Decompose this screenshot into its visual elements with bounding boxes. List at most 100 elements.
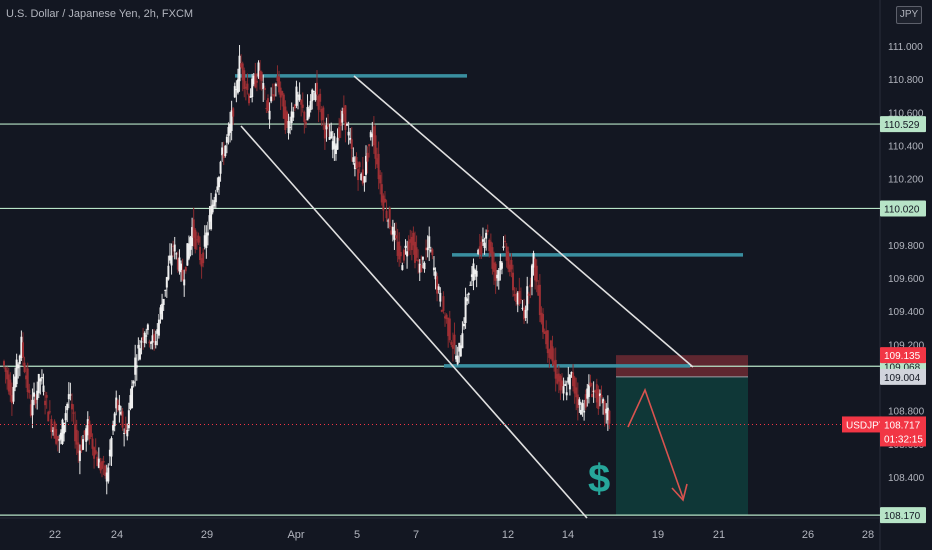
candle-body <box>45 395 48 398</box>
candle-body <box>404 245 407 248</box>
candle-body <box>274 83 277 87</box>
candle-body <box>56 435 59 442</box>
candle-body <box>455 355 458 360</box>
candle-body <box>246 83 249 90</box>
candle-body <box>59 432 62 440</box>
level-price-tag: 109.068 <box>884 362 921 373</box>
candle-body <box>466 298 469 302</box>
candle-body <box>186 243 189 266</box>
x-tick-label: 22 <box>49 529 61 541</box>
candle-body <box>425 247 428 251</box>
candle-body <box>573 377 576 394</box>
candle-body <box>587 384 590 397</box>
level-price-tag-box <box>880 116 926 133</box>
candle-body <box>170 255 173 266</box>
candle-body <box>173 244 176 252</box>
y-tick-label: 109.200 <box>888 340 925 351</box>
candle-body <box>140 341 143 343</box>
candle-body <box>339 119 342 127</box>
candle-body <box>44 400 47 406</box>
candle-body <box>581 403 584 411</box>
candle-body <box>135 365 138 368</box>
candle-body <box>67 394 70 400</box>
current-price-tag-box <box>880 416 926 447</box>
candle-body <box>486 230 489 233</box>
candle-body <box>18 355 21 364</box>
candle-body <box>383 198 386 203</box>
candle-body <box>172 245 175 247</box>
currency-badge[interactable]: JPY <box>896 6 922 24</box>
candle-body <box>355 157 358 169</box>
candle-body <box>164 289 167 291</box>
candle-body <box>55 428 58 444</box>
x-tick-label: 26 <box>802 529 814 541</box>
candle-body <box>194 229 197 250</box>
candle-body <box>432 267 435 271</box>
candle-body <box>290 111 293 123</box>
candle-body <box>244 86 247 89</box>
candle-body <box>249 96 252 98</box>
y-tick-label: 109.400 <box>888 307 925 318</box>
candle-body <box>320 108 323 121</box>
candle-body <box>191 227 194 246</box>
entry-price-tag: 109.004 <box>884 373 921 384</box>
candle-body <box>567 377 570 383</box>
candle-body <box>131 386 134 409</box>
candle-body <box>85 428 88 442</box>
candle-body <box>360 173 363 180</box>
candle-body <box>113 413 116 427</box>
candle-body <box>342 108 345 114</box>
candle-body <box>260 71 263 81</box>
x-tick-label: 14 <box>562 529 574 541</box>
candle-body <box>208 215 211 222</box>
candle-body <box>102 461 105 463</box>
candle-body <box>338 126 341 138</box>
candle-body <box>229 123 232 133</box>
candle-body <box>176 258 179 270</box>
candle-body <box>350 139 353 149</box>
candle-body <box>255 80 258 83</box>
candle-body <box>287 120 290 134</box>
candle-body <box>538 284 541 316</box>
candle-body <box>395 235 398 239</box>
candle-body <box>461 333 464 349</box>
candle-body <box>586 388 589 399</box>
stop-price-tag: 109.135 <box>884 351 921 362</box>
candle-body <box>358 162 361 168</box>
candle-body <box>388 207 391 228</box>
candle-body <box>105 472 108 482</box>
candle-body <box>187 243 190 259</box>
candle-body <box>52 430 55 432</box>
candle-body <box>606 407 609 421</box>
candle-body <box>175 253 178 255</box>
candle-body <box>377 153 380 180</box>
candle-body <box>379 175 382 184</box>
candle-body <box>572 372 575 387</box>
candle-body <box>154 341 157 346</box>
y-tick-label: 108.800 <box>888 407 925 418</box>
candle-body <box>426 247 429 251</box>
candle-body <box>281 91 284 96</box>
candle-body <box>602 399 605 404</box>
candle-body <box>467 293 470 295</box>
candle-body <box>138 348 141 360</box>
candle-body <box>363 176 366 183</box>
candle-body <box>472 263 475 281</box>
candle-body <box>232 108 235 117</box>
candle-body <box>445 314 448 320</box>
level-price-tag: 110.020 <box>884 204 920 215</box>
candle-body <box>110 438 113 457</box>
candle-body <box>300 99 303 105</box>
candle-body <box>236 79 239 93</box>
zigzag-down-arrow-icon <box>627 387 684 499</box>
candle-body <box>93 447 96 459</box>
candle-body <box>167 265 170 280</box>
candle-body <box>127 410 130 429</box>
candle-body <box>334 145 337 154</box>
candle-body <box>502 246 505 248</box>
y-tick-label: 111.000 <box>888 42 923 53</box>
candle-body <box>101 461 104 469</box>
candle-body <box>165 277 168 288</box>
level-price-tag-box <box>880 200 926 217</box>
